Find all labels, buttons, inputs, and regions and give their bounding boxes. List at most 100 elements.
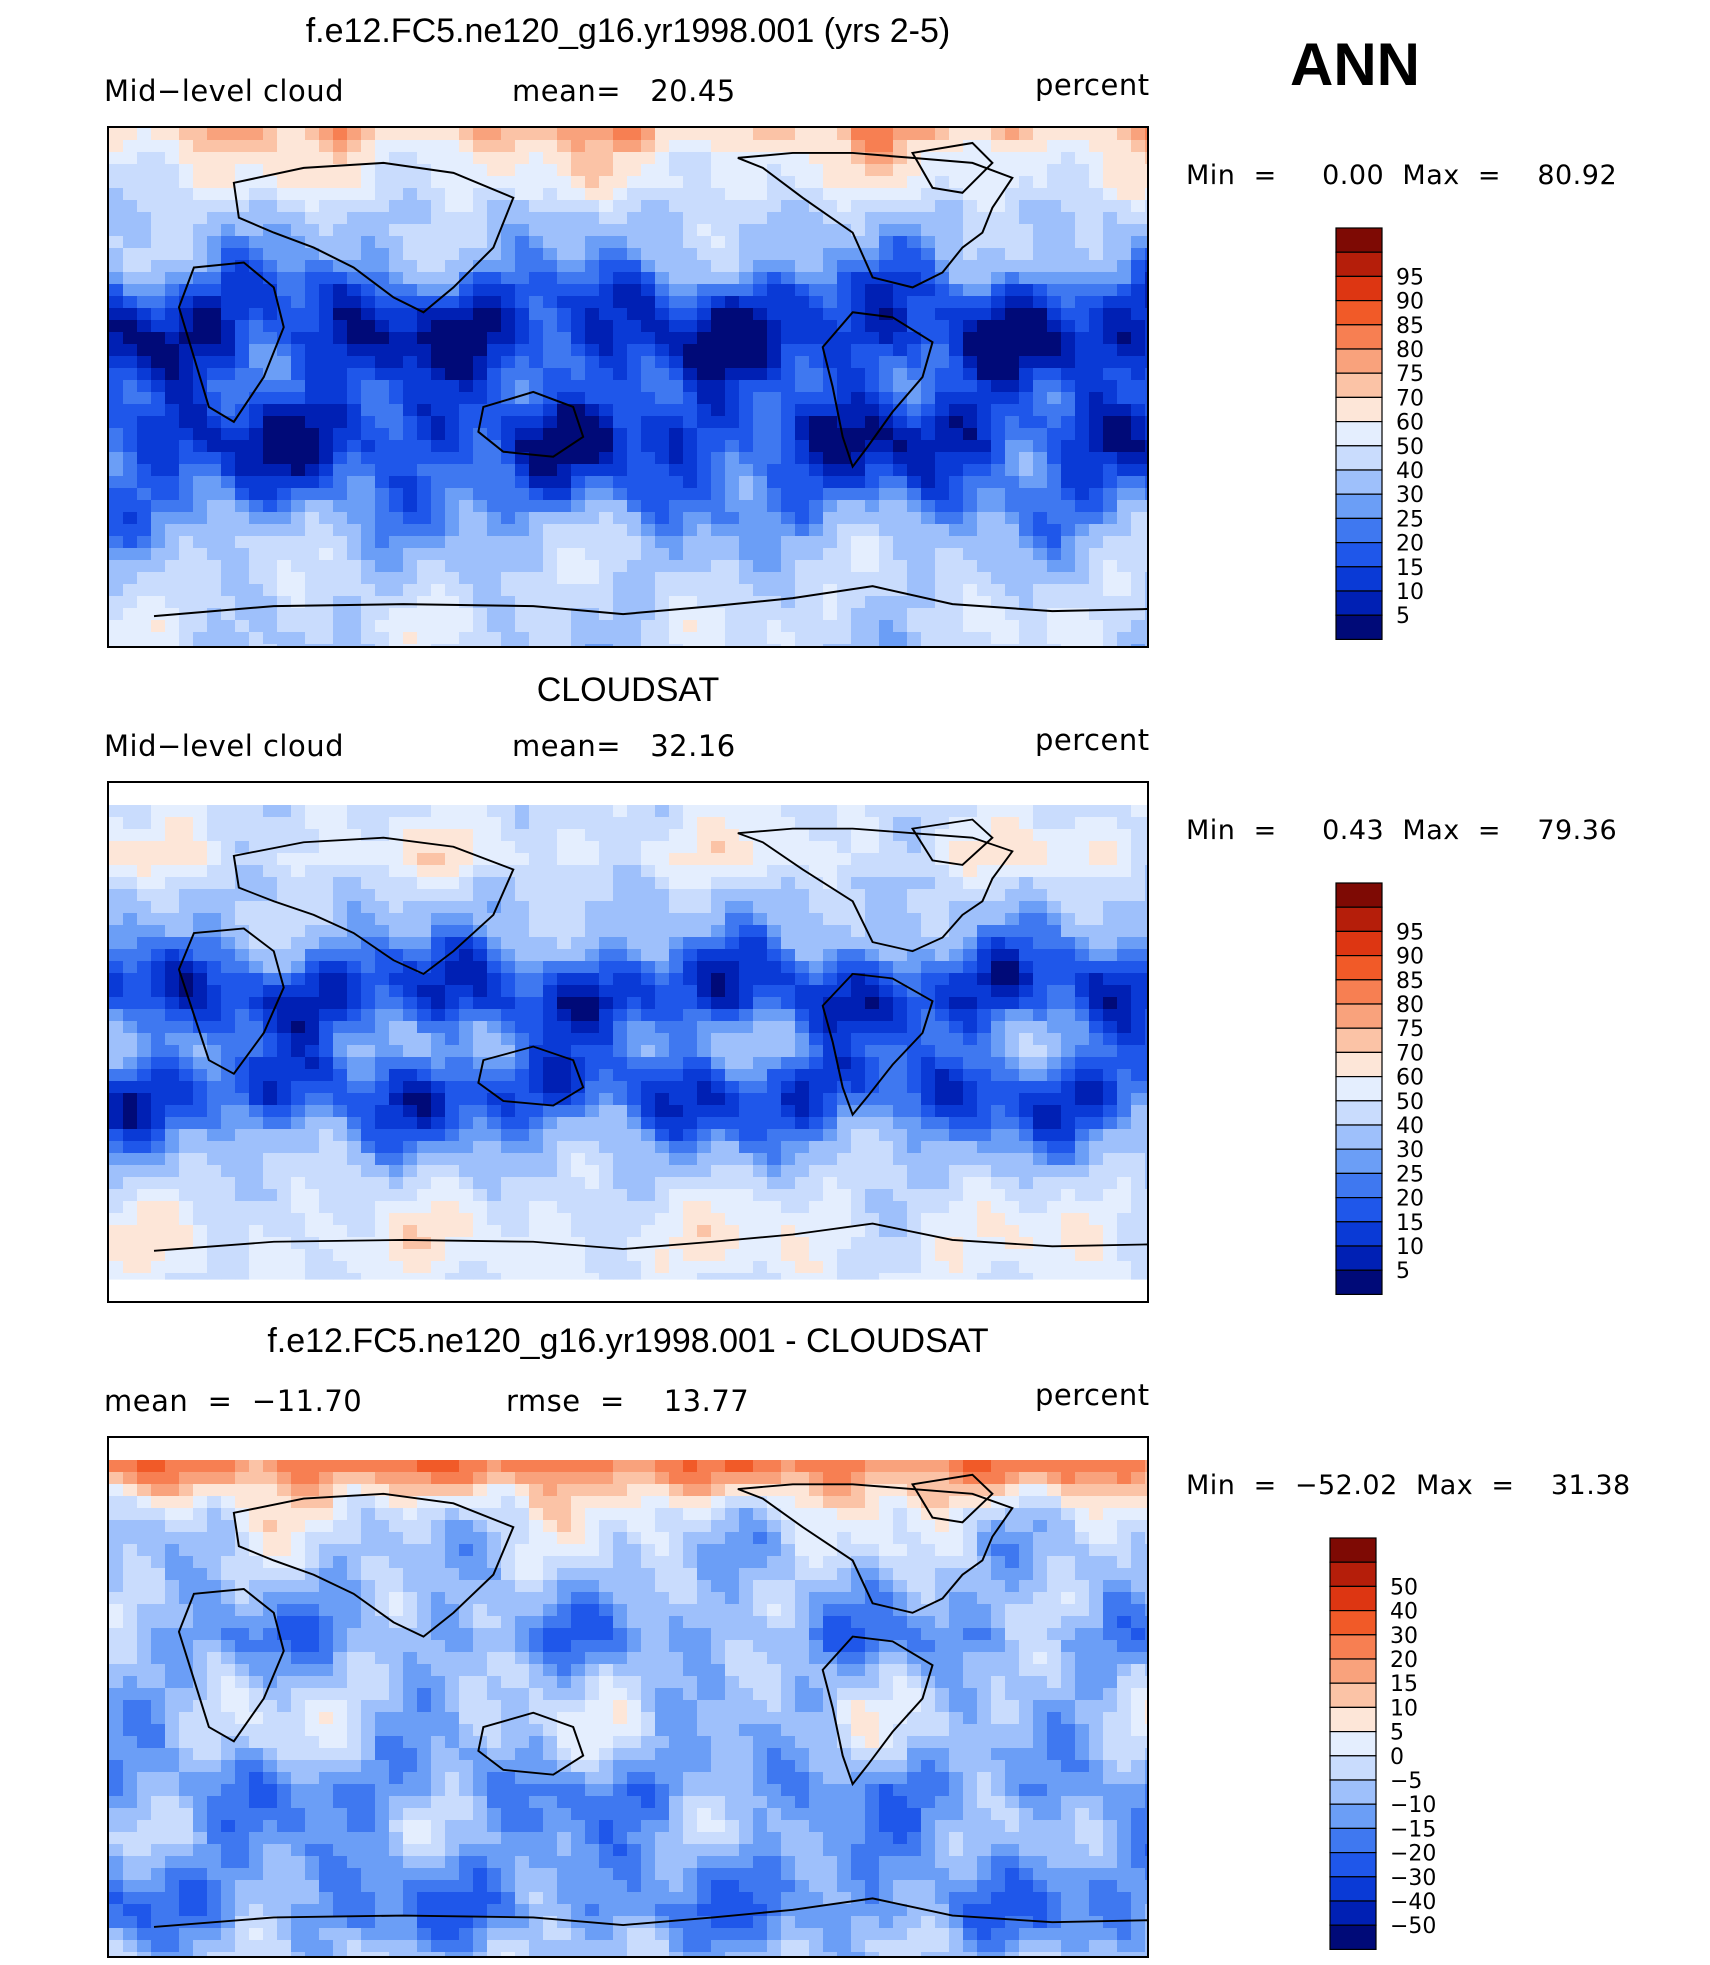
colorbar-label: 5 bbox=[1396, 604, 1410, 629]
colorbar-label: 95 bbox=[1396, 265, 1424, 290]
colorbar-label: 25 bbox=[1396, 1162, 1424, 1187]
min-max-label: Min = 0.00 Max = 80.92 bbox=[1186, 160, 1618, 191]
colorbar-label: 20 bbox=[1396, 1187, 1424, 1212]
colorbar-box bbox=[1335, 1124, 1383, 1150]
colorbar-label: 50 bbox=[1396, 435, 1424, 460]
colorbar-box bbox=[1335, 566, 1383, 592]
colorbar-box bbox=[1329, 1585, 1377, 1612]
map-model bbox=[107, 126, 1149, 648]
colorbar-box bbox=[1335, 469, 1383, 495]
colorbar-box bbox=[1335, 954, 1383, 981]
coastlines bbox=[153, 1473, 1147, 1928]
colorbar-box bbox=[1329, 1634, 1377, 1660]
colorbar-label: 75 bbox=[1396, 1017, 1424, 1042]
colorbar-box bbox=[1335, 542, 1383, 568]
colorbar-box bbox=[1335, 1027, 1383, 1053]
colorbar-label: 30 bbox=[1396, 1138, 1424, 1163]
colorbar-box bbox=[1329, 1731, 1377, 1757]
colorbar-box bbox=[1335, 930, 1383, 957]
colorbar-box bbox=[1335, 445, 1383, 471]
colorbar-label: 95 bbox=[1396, 920, 1424, 945]
colorbar-label: 80 bbox=[1396, 338, 1424, 363]
panel-diff: f.e12.FC5.ne120_g16.yr1998.001 - CLOUDSA… bbox=[0, 1310, 1710, 1965]
colorbar-box bbox=[1329, 1900, 1377, 1926]
colorbar-box bbox=[1335, 517, 1383, 544]
colorbar-box bbox=[1335, 324, 1383, 350]
colorbar-label: −5 bbox=[1390, 1769, 1422, 1794]
colorbar-label: 80 bbox=[1396, 993, 1424, 1018]
colorbar-label: −20 bbox=[1390, 1842, 1436, 1867]
colorbar-box bbox=[1335, 590, 1383, 616]
colorbar-label: 90 bbox=[1396, 290, 1424, 315]
units-label: percent bbox=[1035, 1378, 1150, 1412]
colorbar-box bbox=[1335, 906, 1383, 933]
coastlines bbox=[153, 141, 1147, 618]
colorbar-box bbox=[1329, 1561, 1377, 1588]
panel-title: CLOUDSAT bbox=[536, 671, 720, 709]
min-max-label: Min = 0.43 Max = 79.36 bbox=[1186, 815, 1618, 846]
colorbar-label: 5 bbox=[1390, 1721, 1404, 1746]
colorbar-box bbox=[1335, 1003, 1383, 1029]
colorbar-box bbox=[1335, 1148, 1383, 1175]
field-cells bbox=[109, 783, 1147, 1301]
colorbar-box bbox=[1329, 1609, 1377, 1636]
colorbar-label: 15 bbox=[1390, 1672, 1418, 1697]
colorbar-label: 90 bbox=[1396, 945, 1424, 970]
colorbar-box bbox=[1329, 1537, 1377, 1563]
colorbar-label: 20 bbox=[1390, 1648, 1418, 1673]
colorbar-box bbox=[1335, 1172, 1383, 1199]
panel-title: f.e12.FC5.ne120_g16.yr1998.001 - CLOUDSA… bbox=[267, 1322, 989, 1360]
field-cells bbox=[109, 128, 1147, 646]
units-label: percent bbox=[1035, 723, 1150, 757]
variable-label: Mid−level cloud bbox=[104, 74, 344, 108]
colorbar-label: 70 bbox=[1396, 1041, 1424, 1066]
colorbar-box bbox=[1329, 1706, 1377, 1733]
colorbar-label: 50 bbox=[1390, 1575, 1418, 1600]
colorbar-label: 60 bbox=[1396, 1066, 1424, 1091]
colorbar-label: 25 bbox=[1396, 507, 1424, 532]
colorbar-box bbox=[1329, 1755, 1377, 1781]
colorbar-model: 5 10 15 20 25 30 40 50 60 70 75 80 85 90 95 bbox=[1335, 227, 1486, 641]
colorbar-box bbox=[1335, 1197, 1383, 1223]
colorbar-label: −40 bbox=[1390, 1890, 1436, 1915]
colorbar-label: 40 bbox=[1396, 1114, 1424, 1139]
colorbar-box bbox=[1329, 1924, 1377, 1951]
map-diff bbox=[107, 1436, 1149, 1958]
colorbar-box bbox=[1335, 1221, 1383, 1247]
panel-obs: CLOUDSAT Mid−level cloud mean= 32.16 per… bbox=[0, 655, 1710, 1310]
colorbar-box bbox=[1335, 421, 1383, 447]
colorbar-label: 50 bbox=[1396, 1090, 1424, 1115]
colorbar-label: −10 bbox=[1390, 1793, 1436, 1818]
rmse-label: rmse = 13.77 bbox=[506, 1384, 750, 1418]
colorbar-box bbox=[1335, 882, 1383, 908]
colorbar-label: 15 bbox=[1396, 556, 1424, 581]
colorbar-obs: 5 10 15 20 25 30 40 50 60 70 75 80 85 90 95 bbox=[1335, 882, 1486, 1296]
colorbar-label: 20 bbox=[1396, 532, 1424, 557]
panel-title: f.e12.FC5.ne120_g16.yr1998.001 (yrs 2-5) bbox=[305, 12, 951, 50]
colorbar-label: −50 bbox=[1390, 1914, 1436, 1939]
colorbar-box bbox=[1335, 1245, 1383, 1271]
colorbar-box bbox=[1329, 1779, 1377, 1805]
mean-label: mean= 32.16 bbox=[512, 729, 736, 763]
colorbar-label: 30 bbox=[1390, 1624, 1418, 1649]
colorbar-box bbox=[1329, 1852, 1377, 1878]
colorbar-label: 0 bbox=[1390, 1745, 1404, 1770]
colorbar-label: 15 bbox=[1396, 1211, 1424, 1236]
colorbar-label: 5 bbox=[1396, 1259, 1410, 1284]
colorbar-box bbox=[1335, 251, 1383, 278]
colorbar-label: 10 bbox=[1396, 580, 1424, 605]
colorbar-box bbox=[1335, 372, 1383, 398]
variable-label: Mid−level cloud bbox=[104, 729, 344, 763]
units-label: percent bbox=[1035, 68, 1150, 102]
colorbar-box bbox=[1335, 1051, 1383, 1078]
colorbar-box bbox=[1335, 979, 1383, 1005]
colorbar-label: 70 bbox=[1396, 386, 1424, 411]
colorbar-label: 85 bbox=[1396, 969, 1424, 994]
colorbar-box bbox=[1329, 1658, 1377, 1684]
mean-label: mean = −11.70 bbox=[104, 1384, 363, 1418]
colorbar-box bbox=[1335, 275, 1383, 302]
map-obs bbox=[107, 781, 1149, 1303]
mean-label: mean= 20.45 bbox=[512, 74, 736, 108]
colorbar-label: 30 bbox=[1396, 483, 1424, 508]
colorbar-box bbox=[1329, 1803, 1377, 1830]
